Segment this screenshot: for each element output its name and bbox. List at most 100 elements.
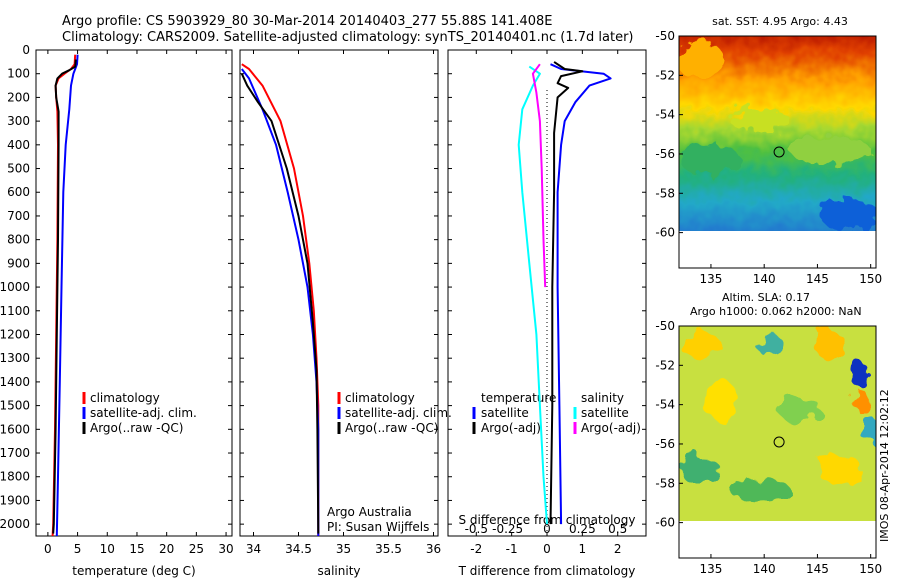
legend-temperature-title: temperature xyxy=(481,391,556,405)
legend-salinity-title: salinity xyxy=(581,391,624,405)
profile-lines: 0 5 10 15 20 25 30 34 34.5 35 35.5 36 -2-0.5-1-0.250… xyxy=(44,50,627,556)
series-line-satellite xyxy=(550,63,612,525)
sst-map-empty-band xyxy=(679,231,876,268)
legend-argo-label: Argo(..raw -QC) xyxy=(345,421,438,435)
x-tick-label: 20 xyxy=(159,542,174,556)
depth-tick-label: 100 xyxy=(7,67,30,81)
header-line1: Argo profile: CS 5903929_80 30-Mar-2014 … xyxy=(62,14,552,29)
depth-tick-label: 1900 xyxy=(0,493,30,507)
map-lat-label: -58 xyxy=(655,186,675,200)
legend-satellite-label: satellite-adj. clim. xyxy=(90,406,197,420)
series-line-satellite-adj-clim- xyxy=(55,54,79,537)
x-tick-label: 36 xyxy=(426,542,441,556)
x-tick-label: 35.5 xyxy=(375,542,402,556)
imos-timestamp: IMOS 08-Apr-2014 12:02:12 xyxy=(878,389,891,542)
x-tick-label: 2 xyxy=(614,542,622,556)
depth-tick-labels: 0 100 200 300 400 500 600 700 800 900 1000 1100 1200… xyxy=(0,43,646,531)
s-tick-label: 0.25 xyxy=(569,522,596,536)
depth-tick-label: 800 xyxy=(7,233,30,247)
depth-tick-label: 1100 xyxy=(0,304,30,318)
depth-tick-label: 0 xyxy=(22,43,30,57)
temperature-axes-frame xyxy=(35,49,233,537)
temperature-xlabel: temperature (deg C) xyxy=(72,564,195,578)
map-lon-label: 145 xyxy=(806,562,829,576)
depth-tick-label: 1000 xyxy=(0,280,30,294)
header-line2: Climatology: CARS2009. Satellite-adjuste… xyxy=(62,30,634,45)
x-tick-label: 0 xyxy=(543,542,551,556)
depth-tick-label: 1400 xyxy=(0,375,30,389)
legend-tsat-label: satellite xyxy=(481,406,529,420)
depth-tick-label: 2000 xyxy=(0,517,30,531)
map-lat-label: -54 xyxy=(655,108,675,122)
legend-climatology-label: climatology xyxy=(345,391,415,405)
sst-map-title: sat. SST: 4.95 Argo: 4.43 xyxy=(712,15,848,28)
sla-map-ticks: -50 -52 -54 -56 -58 -60 135 140 145 150 xyxy=(655,319,882,576)
x-tick-label: 15 xyxy=(129,542,144,556)
s-tick-label: 0.5 xyxy=(608,522,627,536)
x-tick-label: 5 xyxy=(74,542,82,556)
x-tick-label: 25 xyxy=(189,542,204,556)
depth-tick-label: 700 xyxy=(7,209,30,223)
map-lon-label: 140 xyxy=(753,562,776,576)
legend-satellite-label: satellite-adj. clim. xyxy=(345,406,452,420)
sla-map-empty-band xyxy=(679,521,876,558)
x-tick-label: 10 xyxy=(100,542,115,556)
temperature-panel xyxy=(35,49,233,537)
s-tick-label: -0.5 xyxy=(465,522,488,536)
pi-note: PI: Susan Wijffels xyxy=(327,520,429,534)
x-tick-label: 35 xyxy=(336,542,351,556)
legend-climatology-label: climatology xyxy=(90,391,160,405)
salinity-axes-frame xyxy=(239,49,439,537)
depth-tick-label: 1500 xyxy=(0,399,30,413)
series-line-satellite-adj-clim- xyxy=(241,68,320,536)
map-lat-label: -60 xyxy=(655,516,675,530)
sla-map-subtitle: Argo h1000: 0.062 h2000: NaN xyxy=(690,305,862,318)
salinity-legend: climatology satellite-adj. clim. Argo(..… xyxy=(327,391,452,534)
map-lon-label: 135 xyxy=(699,272,722,286)
sst-map: sat. SST: 4.95 Argo: 4.43 -50-52-54-56-5… xyxy=(655,15,882,286)
map-lat-label: -56 xyxy=(655,437,675,451)
sst-map-frame xyxy=(678,35,877,269)
map-lon-label: 140 xyxy=(753,272,776,286)
depth-tick-label: 1200 xyxy=(0,327,30,341)
x-tick-label: 34.5 xyxy=(285,542,312,556)
map-lat-label: -60 xyxy=(655,226,675,240)
difference-legend: temperature satellite Argo(-adj) salinit… xyxy=(472,391,641,435)
legend-ssat-label: satellite xyxy=(581,406,629,420)
depth-tick-label: 900 xyxy=(7,256,30,270)
depth-tick-label: 600 xyxy=(7,185,30,199)
depth-tick-label: 1300 xyxy=(0,351,30,365)
map-lon-label: 150 xyxy=(859,562,882,576)
tdiff-xlabel: T difference from climatology xyxy=(458,564,636,578)
argo-australia-note: Argo Australia xyxy=(327,505,412,519)
map-lat-label: -52 xyxy=(655,68,675,82)
x-tick-label: 0 xyxy=(44,542,52,556)
series-line-argo-adj- xyxy=(531,63,547,288)
map-lat-label: -54 xyxy=(655,398,675,412)
depth-tick-label: 200 xyxy=(7,90,30,104)
sst-map-ticks: -50 -52 -54 -56 -58 -60 135 140 145 150 xyxy=(655,29,882,286)
depth-tick-label: 400 xyxy=(7,138,30,152)
series-line-argo-raw-qc- xyxy=(240,73,320,534)
x-tick-label: 34 xyxy=(246,542,261,556)
depth-tick-label: 300 xyxy=(7,114,30,128)
series-line-climatology xyxy=(51,54,77,537)
depth-tick-label: 1800 xyxy=(0,470,30,484)
map-lon-label: 135 xyxy=(699,562,722,576)
map-lon-label: 145 xyxy=(806,272,829,286)
sla-map-title: Altim. SLA: 0.17 xyxy=(722,291,810,304)
s-tick-label: 0 xyxy=(543,522,551,536)
legend-targo-label: Argo(-adj) xyxy=(481,421,541,435)
series-line-argo-adj- xyxy=(549,61,584,525)
sla-map: Altim. SLA: 0.17 Argo h1000: 0.062 h2000… xyxy=(655,291,882,576)
map-lat-label: -58 xyxy=(655,476,675,490)
series-line-satellite xyxy=(517,65,548,525)
sla-argo-marker xyxy=(773,436,785,448)
depth-tick-label: 1700 xyxy=(0,446,30,460)
map-lat-label: -52 xyxy=(655,358,675,372)
x-tick-label: -2 xyxy=(470,542,482,556)
legend-sargo-label: Argo(-adj) xyxy=(581,421,641,435)
s-tick-label: -0.25 xyxy=(492,522,523,536)
temperature-legend: climatology satellite-adj. clim. Argo(..… xyxy=(82,391,197,435)
